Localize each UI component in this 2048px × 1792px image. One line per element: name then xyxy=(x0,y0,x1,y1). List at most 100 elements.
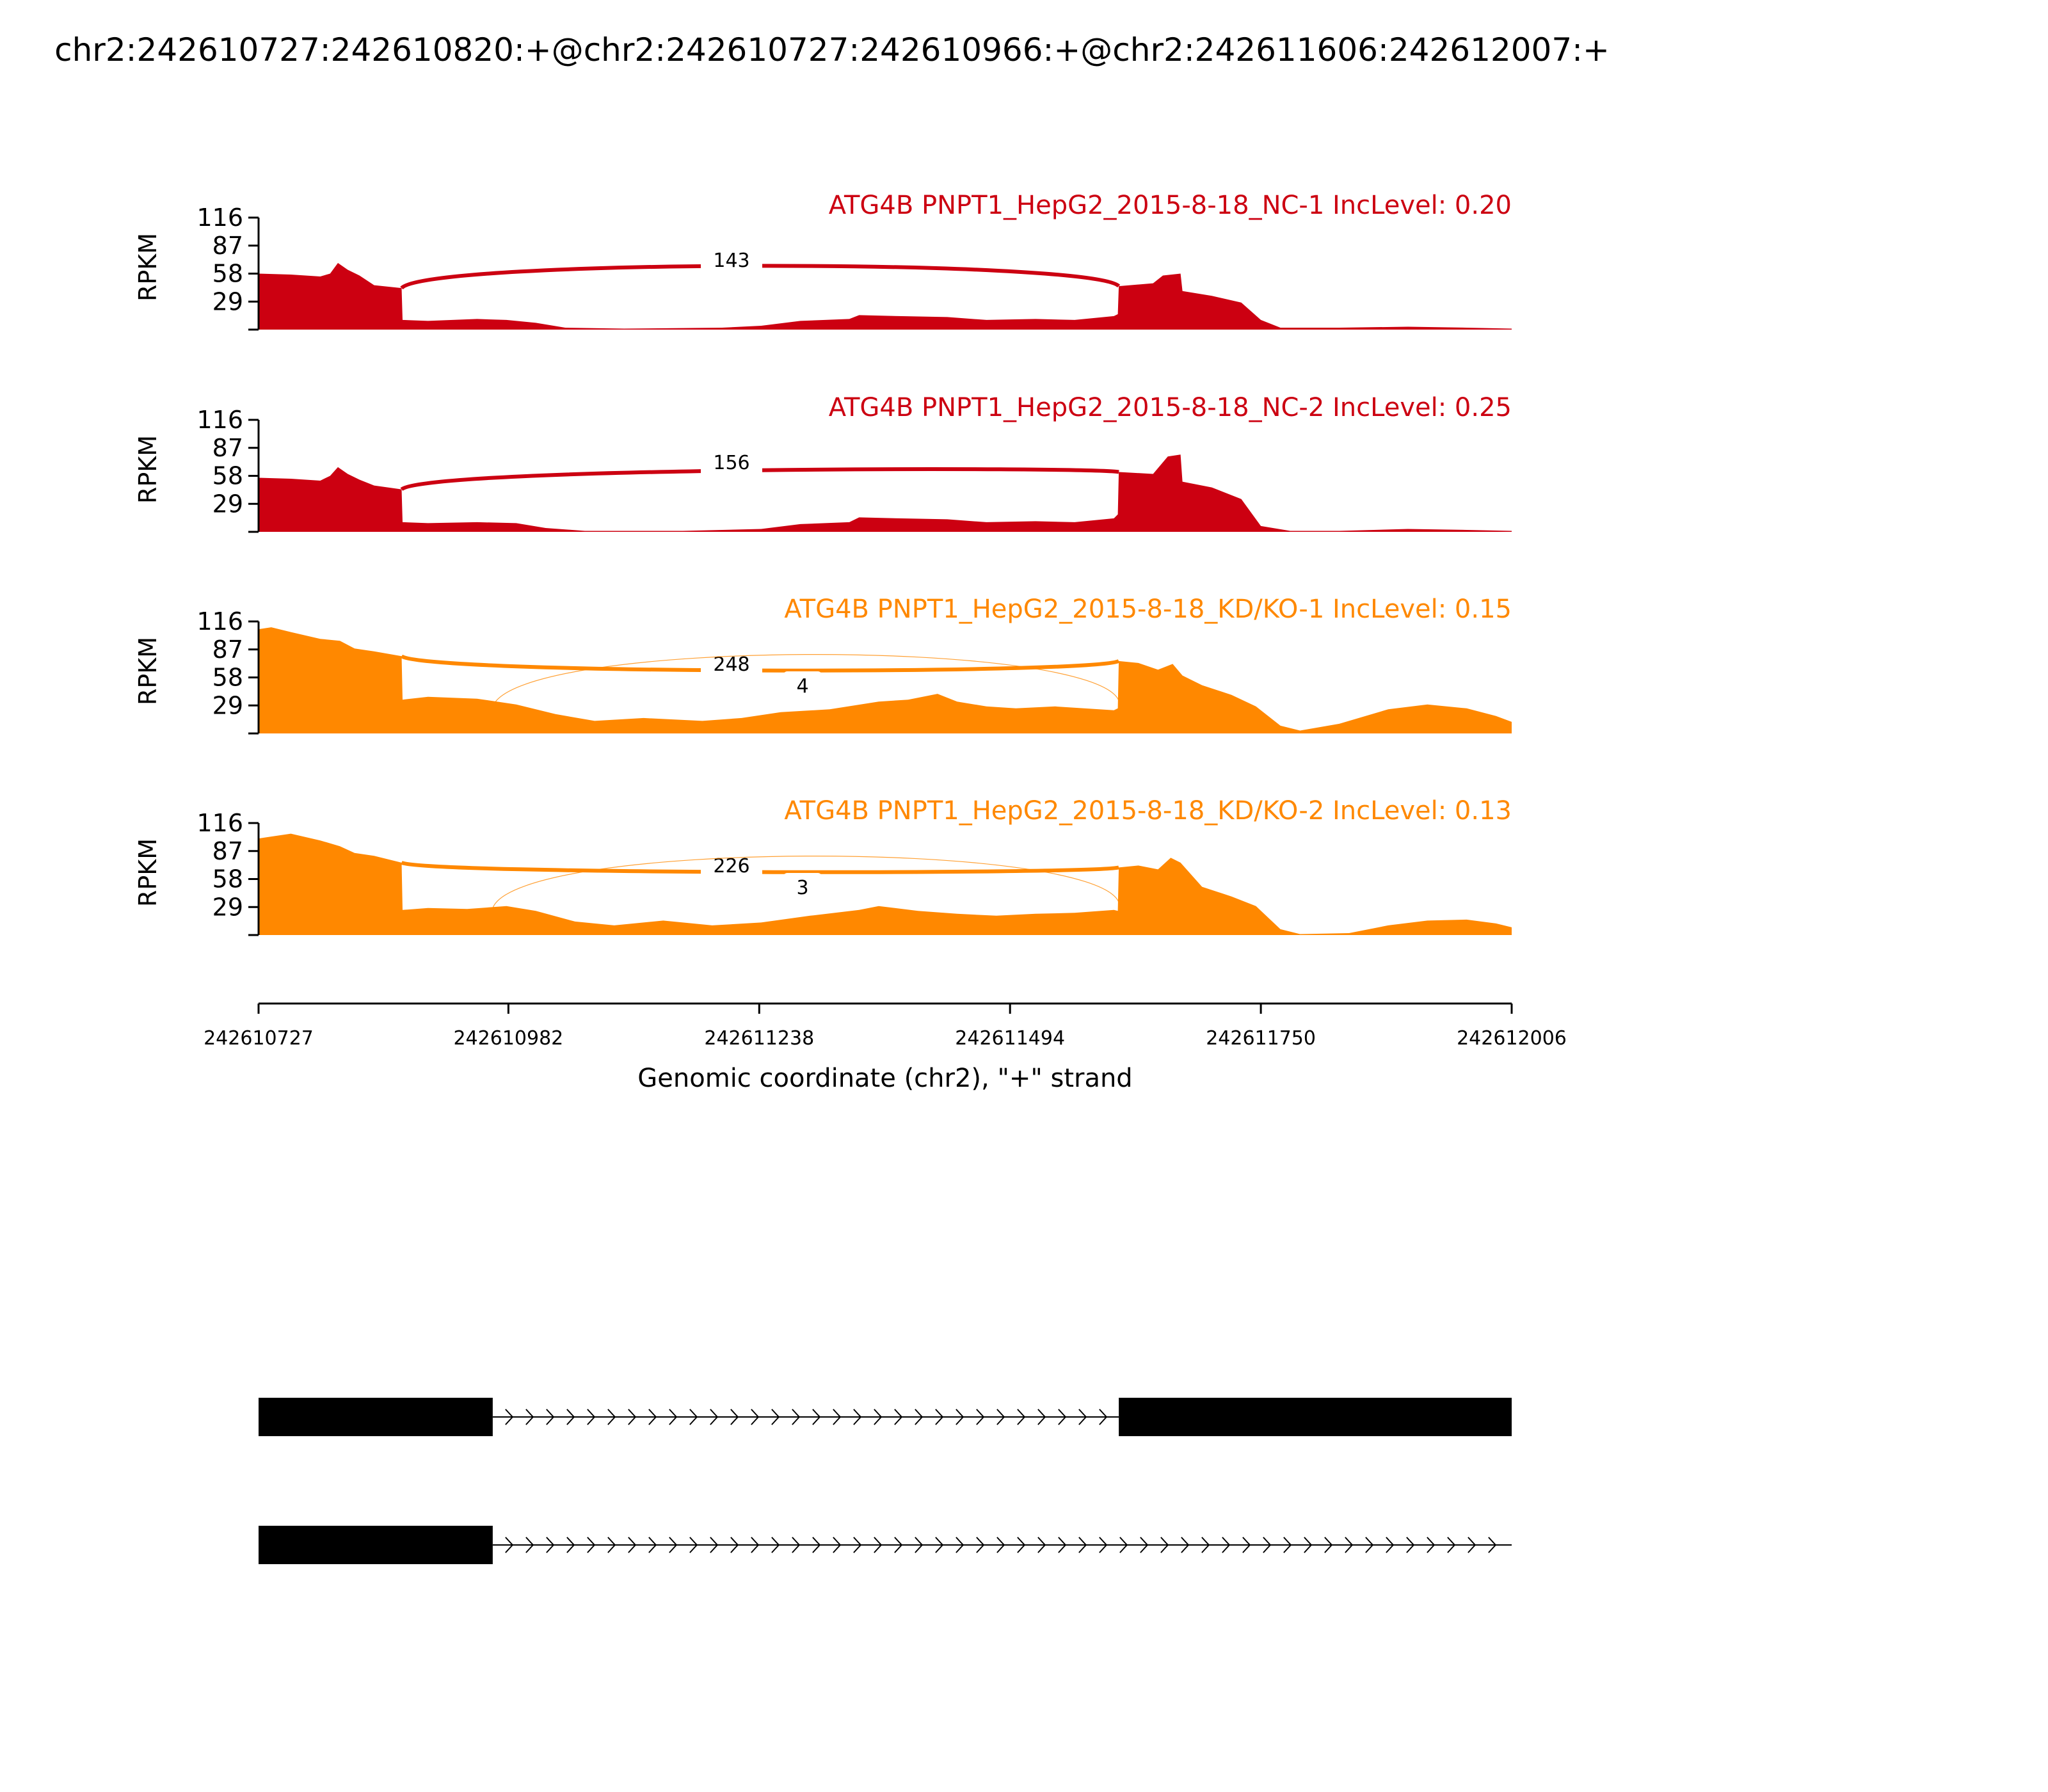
x-tick-label: 242611238 xyxy=(704,1027,814,1050)
strand-arrow xyxy=(1488,1537,1497,1553)
strand-arrow xyxy=(771,1537,780,1553)
gene-model-1 xyxy=(259,1398,1512,1436)
strand-arrow xyxy=(915,1537,924,1553)
junction-count: 248 xyxy=(713,653,749,676)
strand-arrow xyxy=(996,1537,1005,1553)
strand-arrow xyxy=(546,1537,555,1553)
y-tick-label: 116 xyxy=(196,204,243,232)
strand-arrow xyxy=(751,1537,760,1553)
y-tick-label: 87 xyxy=(212,837,243,865)
junction-count: 4 xyxy=(796,675,808,698)
y-tick-label: 29 xyxy=(212,893,243,921)
y-tick-label: 87 xyxy=(212,434,243,462)
junction-count: 143 xyxy=(713,250,749,272)
junction-arc xyxy=(492,856,1119,909)
y-tick-label: 58 xyxy=(212,260,243,288)
strand-arrow xyxy=(648,1537,657,1553)
strand-arrow xyxy=(1058,1409,1067,1425)
coverage-panel-1: 143 ATG4B PNPT1_HepG2_2015-8-18_NC-1 IncL… xyxy=(134,191,1512,331)
strand-arrow xyxy=(894,1537,903,1553)
x-tick-label: 242611750 xyxy=(1206,1027,1316,1050)
gene-model-2 xyxy=(259,1526,1512,1564)
strand-arrow xyxy=(771,1409,780,1425)
strand-arrow xyxy=(587,1537,596,1553)
y-tick-label: 58 xyxy=(212,462,243,490)
strand-arrow xyxy=(1283,1537,1292,1553)
strand-arrow xyxy=(812,1537,821,1553)
y-tick-label: 29 xyxy=(212,691,243,719)
y-tick-label: 87 xyxy=(212,232,243,260)
y-axis-label: RPKM xyxy=(134,233,162,301)
strand-arrow xyxy=(1365,1537,1374,1553)
strand-arrow xyxy=(1468,1537,1476,1553)
strand-arrow xyxy=(1427,1537,1436,1553)
y-axis-label: RPKM xyxy=(134,637,162,705)
strand-arrow xyxy=(1140,1537,1149,1553)
strand-arrow xyxy=(648,1409,657,1425)
y-tick-label: 58 xyxy=(212,664,243,692)
x-tick-label: 242610727 xyxy=(204,1027,314,1050)
strand-arrow xyxy=(1037,1537,1046,1553)
y-tick-label: 87 xyxy=(212,636,243,664)
strand-arrow xyxy=(915,1409,924,1425)
strand-arrow xyxy=(669,1537,678,1553)
x-tick-label: 242610982 xyxy=(453,1027,563,1050)
strand-arrow xyxy=(1406,1537,1415,1553)
x-axis: 242610727 242610982 242611238 242611494 2426… xyxy=(204,1002,1567,1093)
strand-arrow xyxy=(525,1409,534,1425)
x-tick-label: 242612006 xyxy=(1457,1027,1567,1050)
y-tick-label: 58 xyxy=(212,865,243,893)
y-axis-label: RPKM xyxy=(134,838,162,907)
strand-arrow xyxy=(833,1537,842,1553)
strand-arrow xyxy=(1263,1537,1272,1553)
strand-arrow xyxy=(976,1537,985,1553)
strand-arrow xyxy=(546,1409,555,1425)
strand-arrow xyxy=(1242,1537,1251,1553)
junction-count: 3 xyxy=(796,877,808,899)
strand-arrow xyxy=(853,1409,862,1425)
junction-label-box xyxy=(783,671,822,700)
strand-arrow xyxy=(505,1537,514,1553)
strand-arrow xyxy=(1058,1537,1067,1553)
strand-arrow xyxy=(730,1409,739,1425)
junction-count: 226 xyxy=(713,855,749,877)
strand-arrow xyxy=(628,1537,637,1553)
y-tick-label: 29 xyxy=(212,490,243,518)
strand-arrow xyxy=(1099,1409,1108,1425)
y-axis-label: RPKM xyxy=(134,435,162,504)
coverage-panel-2: 156 ATG4B PNPT1_HepG2_2015-8-18_NC-2 IncL… xyxy=(134,393,1512,533)
strand-arrow xyxy=(935,1537,944,1553)
coverage-area xyxy=(259,627,1512,733)
sample-label: ATG4B PNPT1_HepG2_2015-8-18_NC-2 IncLeve… xyxy=(829,393,1512,422)
strand-arrow xyxy=(710,1409,719,1425)
strand-arrow xyxy=(1181,1537,1190,1553)
strand-arrow xyxy=(874,1409,883,1425)
strand-arrow xyxy=(1119,1537,1128,1553)
strand-arrow xyxy=(730,1537,739,1553)
strand-arrow xyxy=(1078,1409,1087,1425)
x-tick-label: 242611494 xyxy=(955,1027,1065,1050)
strand-arrow xyxy=(853,1537,862,1553)
sample-label: ATG4B PNPT1_HepG2_2015-8-18_KD/KO-1 IncL… xyxy=(784,595,1512,624)
strand-arrow xyxy=(996,1409,1005,1425)
strand-arrow xyxy=(956,1409,964,1425)
coverage-area xyxy=(259,454,1512,532)
strand-arrow xyxy=(628,1409,637,1425)
strand-arrow xyxy=(607,1537,616,1553)
strand-arrow xyxy=(669,1409,678,1425)
strand-arrow xyxy=(689,1409,698,1425)
strand-arrow xyxy=(1345,1537,1354,1553)
strand-arrow xyxy=(935,1409,944,1425)
y-tick-label: 116 xyxy=(196,809,243,837)
coverage-panel-3: 248 4 ATG4B PNPT1_HepG2_2015-8-18_KD/KO-1 … xyxy=(134,595,1512,735)
strand-arrow xyxy=(1222,1537,1231,1553)
strand-arrow xyxy=(1324,1537,1333,1553)
exon-block xyxy=(259,1526,493,1564)
strand-arrow xyxy=(956,1537,964,1553)
junction-arc xyxy=(492,654,1119,707)
y-tick-label: 116 xyxy=(196,406,243,434)
strand-arrow xyxy=(1017,1537,1026,1553)
junction-label-box xyxy=(701,246,762,274)
